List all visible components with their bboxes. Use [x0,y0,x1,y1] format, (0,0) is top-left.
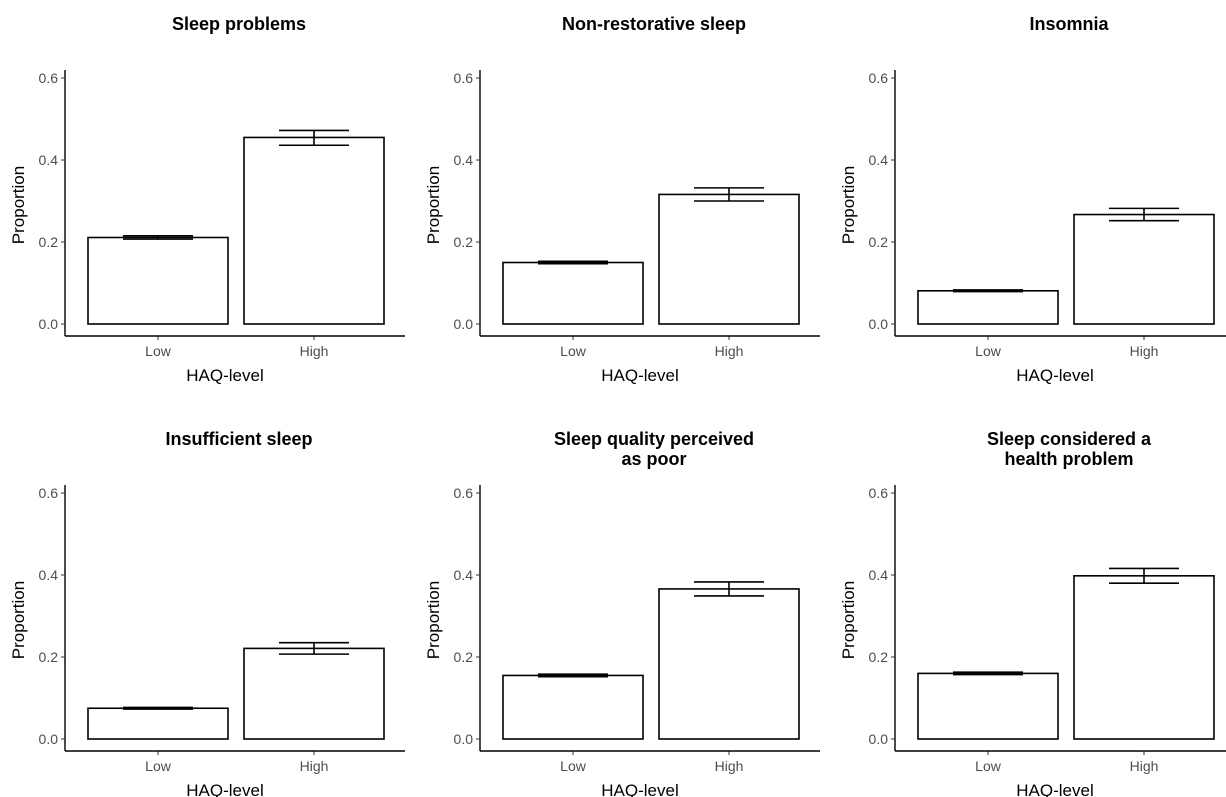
y-axis-title: Proportion [424,166,443,244]
y-axis-title: Proportion [9,166,28,244]
chart-panel: Insomnia Low High 0.0 0.2 0.4 0.6 HAQ-level Prop… [839,14,1226,385]
bar-low [502,674,644,740]
y-tick-label: 0.2 [869,649,889,665]
error-bar [694,187,764,202]
error-bar [279,129,349,147]
y-axis-title: Proportion [839,166,858,244]
y-axis-title: Proportion [839,581,858,659]
bar-low [502,261,644,325]
error-bar [279,641,349,655]
x-tick-label: Low [560,343,587,359]
bar-low [917,672,1059,740]
y-tick-label: 0.2 [454,649,474,665]
x-tick-label: High [300,343,329,359]
x-tick-label: Low [145,343,172,359]
bar-high [658,193,800,325]
y-tick-label: 0.6 [454,485,474,501]
x-tick-label: High [300,758,329,774]
x-axis-title: HAQ-level [601,781,678,797]
bar-high [1073,575,1215,740]
y-tick-label: 0.6 [454,70,474,86]
bar-high [1073,213,1215,325]
error-bar [694,581,764,597]
y-tick-label: 0.0 [869,731,889,747]
x-tick-label: Low [145,758,172,774]
y-tick-label: 0.0 [39,316,59,332]
y-tick-label: 0.2 [869,234,889,250]
y-tick-label: 0.6 [869,485,889,501]
x-axis-title: HAQ-level [186,366,263,385]
x-tick-label: Low [975,758,1002,774]
error-bar [123,706,193,710]
bar-low [87,236,229,325]
y-tick-label: 0.4 [869,152,889,168]
y-tick-label: 0.6 [869,70,889,86]
y-tick-label: 0.2 [454,234,474,250]
panel-title: Sleep considered a [987,429,1152,449]
y-tick-label: 0.6 [39,485,59,501]
chart-panel: Insufficient sleep Low High 0.0 0.2 0.4 0.6 HAQ… [9,429,405,797]
y-tick-label: 0.4 [39,152,59,168]
x-axis-title: HAQ-level [601,366,678,385]
chart-panel: Non-restorative sleep Low High 0.0 0.2 0.4 0.6… [424,14,820,385]
panel-title: Insufficient sleep [165,429,312,449]
y-tick-label: 0.0 [454,316,474,332]
bar-low [917,289,1059,325]
x-axis-title: HAQ-level [1016,366,1093,385]
x-tick-label: High [1130,758,1159,774]
x-tick-label: High [1130,343,1159,359]
x-tick-label: Low [560,758,587,774]
error-bar [1109,567,1179,585]
y-tick-label: 0.6 [39,70,59,86]
panel-title: Insomnia [1029,14,1109,34]
x-tick-label: Low [975,343,1002,359]
bar-high [658,588,800,740]
y-tick-label: 0.2 [39,649,59,665]
y-tick-label: 0.0 [454,731,474,747]
bar-high [243,647,385,740]
y-tick-label: 0.4 [869,567,889,583]
y-tick-label: 0.4 [454,567,474,583]
panel-title: Sleep quality perceived [554,429,754,449]
bar-low [87,707,229,740]
x-axis-title: HAQ-level [1016,781,1093,797]
x-tick-label: High [715,343,744,359]
y-axis-title: Proportion [424,581,443,659]
panel-title: as poor [621,449,686,469]
x-axis-title: HAQ-level [186,781,263,797]
error-bar [1109,207,1179,222]
y-tick-label: 0.2 [39,234,59,250]
chart-panel: Sleep problems Low High 0.0 0.2 0.4 0.6 HAQ-lev… [9,14,405,385]
bar-high [243,136,385,325]
error-bar [123,235,193,240]
error-bar [953,289,1023,293]
panel-title: Non-restorative sleep [562,14,746,34]
error-bar [538,673,608,678]
y-tick-label: 0.4 [39,567,59,583]
y-axis-title: Proportion [9,581,28,659]
x-tick-label: High [715,758,744,774]
y-tick-label: 0.4 [454,152,474,168]
y-tick-label: 0.0 [869,316,889,332]
y-tick-label: 0.0 [39,731,59,747]
error-bar [538,260,608,265]
panel-title: Sleep problems [172,14,306,34]
panel-title: health problem [1004,449,1133,469]
error-bar [953,671,1023,676]
